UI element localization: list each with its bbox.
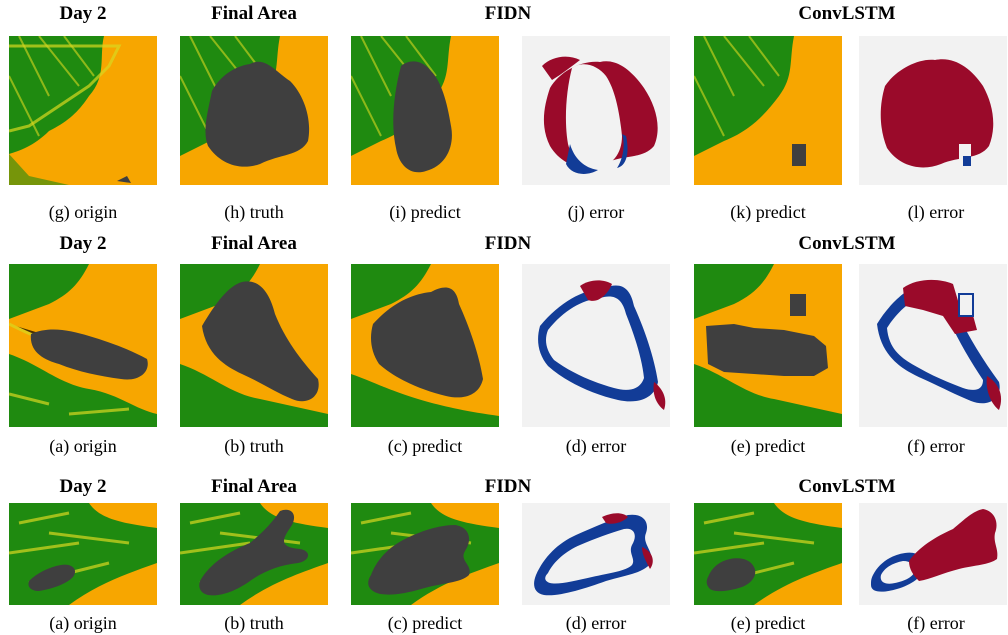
caption-row1-col5: (k) predict (730, 202, 806, 222)
panel-origin-row3 (9, 503, 157, 605)
error-map-convlstm (859, 36, 1007, 185)
caption-row3-col4: (d) error (565, 613, 627, 633)
header-convlstm-row1: ConvLSTM (798, 3, 896, 24)
satellite-origin-image (9, 264, 157, 427)
panel-convlstm-error-row2 (859, 264, 1007, 427)
caption-row1-col6: (l) error (907, 202, 965, 222)
caption-row2-col6: (f) error (907, 436, 965, 456)
error-map-convlstm (859, 264, 1007, 427)
error-map-fidn (522, 264, 670, 427)
panel-origin-row1 (9, 36, 157, 185)
caption-row2-col5: (e) predict (730, 436, 806, 456)
panel-fidn-error-row1 (522, 36, 670, 185)
caption-row2-col1: (a) origin (49, 436, 117, 456)
header-final-area-row1: Final Area (211, 3, 297, 24)
panel-convlstm-predict-row3 (694, 503, 842, 605)
caption-row1-col1: (g) origin (48, 202, 118, 222)
panel-fidn-predict-row2 (351, 264, 499, 427)
satellite-origin-image (9, 503, 157, 605)
header-fidn-row3: FIDN (484, 476, 532, 497)
satellite-convlstm-predict-image (694, 503, 842, 605)
error-map-fidn (522, 503, 670, 605)
panel-truth-row1 (180, 36, 328, 185)
panel-truth-row2 (180, 264, 328, 427)
header-final-area-row3: Final Area (211, 476, 297, 497)
caption-row2-col2: (b) truth (224, 436, 284, 456)
panel-convlstm-predict-row2 (694, 264, 842, 427)
panel-convlstm-error-row3 (859, 503, 1007, 605)
satellite-truth-image (180, 264, 328, 427)
caption-row1-col3: (i) predict (389, 202, 461, 222)
panel-truth-row3 (180, 503, 328, 605)
caption-row1-col4: (j) error (567, 202, 625, 222)
header-fidn-row2: FIDN (484, 233, 532, 254)
satellite-origin-image (9, 36, 157, 185)
panel-fidn-error-row2 (522, 264, 670, 427)
panel-fidn-predict-row1 (351, 36, 499, 185)
caption-row3-col1: (a) origin (49, 613, 117, 633)
header-convlstm-row2: ConvLSTM (798, 233, 896, 254)
caption-row2-col4: (d) error (565, 436, 627, 456)
caption-row3-col6: (f) error (907, 613, 965, 633)
header-final-area-row2: Final Area (211, 233, 297, 254)
header-day2-row3: Day 2 (59, 476, 107, 497)
satellite-fidn-predict-image (351, 264, 499, 427)
error-map-convlstm (859, 503, 1007, 605)
panel-convlstm-error-row1 (859, 36, 1007, 185)
panel-fidn-predict-row3 (351, 503, 499, 605)
caption-row3-col2: (b) truth (224, 613, 284, 633)
panel-fidn-error-row3 (522, 503, 670, 605)
header-convlstm-row3: ConvLSTM (798, 476, 896, 497)
caption-row1-col2: (h) truth (224, 202, 284, 222)
satellite-convlstm-predict-image (694, 264, 842, 427)
satellite-convlstm-predict-image (694, 36, 842, 185)
caption-row3-col3: (c) predict (387, 613, 463, 633)
satellite-truth-image (180, 503, 328, 605)
satellite-fidn-predict-image (351, 36, 499, 185)
satellite-truth-image (180, 36, 328, 185)
panel-origin-row2 (9, 264, 157, 427)
caption-row3-col5: (e) predict (730, 613, 806, 633)
header-fidn-row1: FIDN (484, 3, 532, 24)
satellite-fidn-predict-image (351, 503, 499, 605)
header-day2-row2: Day 2 (59, 233, 107, 254)
caption-row2-col3: (c) predict (387, 436, 463, 456)
panel-convlstm-predict-row1 (694, 36, 842, 185)
header-day2-row1: Day 2 (59, 3, 107, 24)
error-map-fidn (522, 36, 670, 185)
